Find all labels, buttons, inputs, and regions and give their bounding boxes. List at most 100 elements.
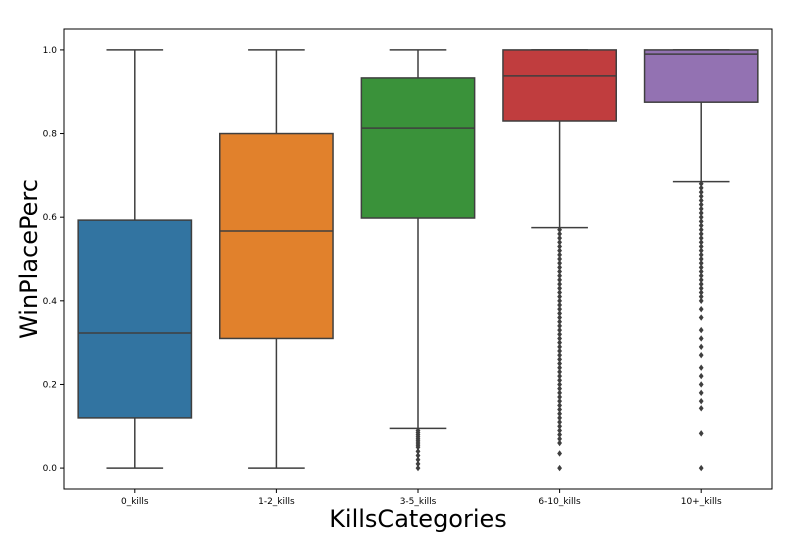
outlier-point — [557, 276, 562, 284]
outlier-point — [557, 301, 562, 309]
outlier-point — [698, 255, 704, 263]
y-tick-label: 0.4 — [43, 297, 58, 307]
outlier-point — [698, 180, 704, 187]
box-1-2_kills — [219, 132, 334, 340]
box-group-1-2_kills — [219, 49, 334, 469]
box-group-10+_kills — [643, 49, 759, 472]
y-tick-label: 0.2 — [43, 380, 57, 390]
outlier-point — [557, 255, 562, 263]
outlier-point — [557, 268, 562, 275]
box-3-5_kills — [360, 77, 476, 219]
outlier-point — [557, 381, 562, 388]
outlier-point — [557, 280, 562, 288]
outlier-point — [557, 335, 562, 342]
outlier-point — [557, 305, 562, 313]
outlier-point — [557, 322, 562, 330]
outlier-point — [415, 452, 421, 459]
outlier-point — [557, 389, 562, 397]
outlier-point — [557, 435, 562, 443]
outlier-point — [557, 293, 562, 300]
outlier-point — [698, 464, 704, 472]
outlier-point — [557, 356, 562, 363]
outlier-point — [698, 389, 704, 397]
outlier-point — [415, 456, 421, 463]
outlier-point — [698, 188, 704, 196]
outlier-point — [557, 247, 562, 254]
outlier-point — [557, 385, 562, 392]
box-0_kills — [77, 219, 193, 419]
outlier-point — [698, 405, 704, 412]
outlier-point — [698, 335, 704, 342]
x-tick-label: 0_kills — [121, 497, 149, 507]
outlier-point — [557, 427, 562, 434]
outlier-point — [415, 427, 421, 434]
outlier-point — [698, 213, 704, 221]
outlier-point — [698, 264, 704, 271]
outlier-point — [698, 205, 704, 213]
outlier-point — [698, 193, 704, 200]
outlier-point — [698, 397, 704, 405]
outlier-point — [557, 272, 562, 279]
box-group-3-5_kills — [360, 49, 476, 472]
x-tick-label: 1-2_kills — [258, 497, 295, 507]
y-tick-label: 0.8 — [43, 130, 58, 140]
outlier-point — [557, 423, 562, 430]
outlier-point — [557, 234, 562, 242]
x-axis-label: KillsCategories — [329, 505, 507, 533]
x-axis: 0_kills 1-2_kills 3-5_kills 6-10_kills 10+_k… — [121, 489, 722, 507]
outlier-point — [698, 305, 704, 313]
outlier-point — [557, 418, 562, 426]
outlier-point — [557, 360, 562, 367]
outlier-point — [557, 431, 562, 438]
outlier-point — [698, 351, 704, 359]
outlier-point — [557, 351, 562, 359]
outlier-point — [698, 201, 704, 208]
outlier-point — [557, 251, 562, 259]
plot-area — [77, 49, 759, 472]
outlier-point — [557, 310, 562, 317]
box-group-6-10_kills — [502, 49, 617, 472]
outlier-point — [557, 314, 562, 321]
outlier-point — [557, 377, 562, 384]
outlier-point — [557, 372, 562, 380]
x-tick-label: 10+_kills — [681, 497, 722, 507]
outlier-point — [698, 268, 704, 275]
box-10+_kills — [643, 49, 759, 103]
y-axis: 0.0 0.2 0.4 0.6 0.8 1.0 — [43, 46, 64, 474]
outlier-point — [698, 430, 704, 437]
outlier-point — [557, 297, 562, 305]
outlier-point — [698, 239, 704, 246]
outlier-point — [557, 347, 562, 355]
outlier-point — [698, 326, 704, 334]
outlier-point — [698, 230, 704, 238]
outlier-point — [557, 239, 562, 246]
outlier-point — [415, 464, 421, 472]
outlier-point — [557, 264, 562, 271]
outlier-point — [698, 247, 704, 254]
outlier-point — [557, 406, 562, 413]
outlier-point — [698, 234, 704, 242]
outlier-point — [557, 368, 562, 376]
outlier-point — [698, 243, 704, 250]
y-tick-label: 0.6 — [43, 213, 58, 223]
x-tick-label: 3-5_kills — [400, 497, 437, 507]
outlier-point — [557, 393, 562, 401]
outlier-point — [557, 285, 562, 292]
outlier-point — [698, 280, 704, 288]
y-tick-label: 1.0 — [43, 46, 58, 56]
outlier-point — [557, 439, 562, 447]
outlier-point — [698, 289, 704, 296]
outlier-point — [557, 230, 562, 238]
outlier-point — [698, 218, 704, 225]
outlier-point — [557, 226, 562, 233]
outlier-point — [698, 259, 704, 267]
outlier-point — [557, 343, 562, 351]
outlier-point — [698, 276, 704, 284]
outlier-point — [415, 460, 421, 468]
y-tick-label: 0.0 — [43, 464, 58, 474]
outlier-point — [698, 297, 704, 305]
outlier-point — [698, 314, 704, 321]
outlier-point — [698, 343, 704, 351]
outlier-point — [698, 222, 704, 229]
